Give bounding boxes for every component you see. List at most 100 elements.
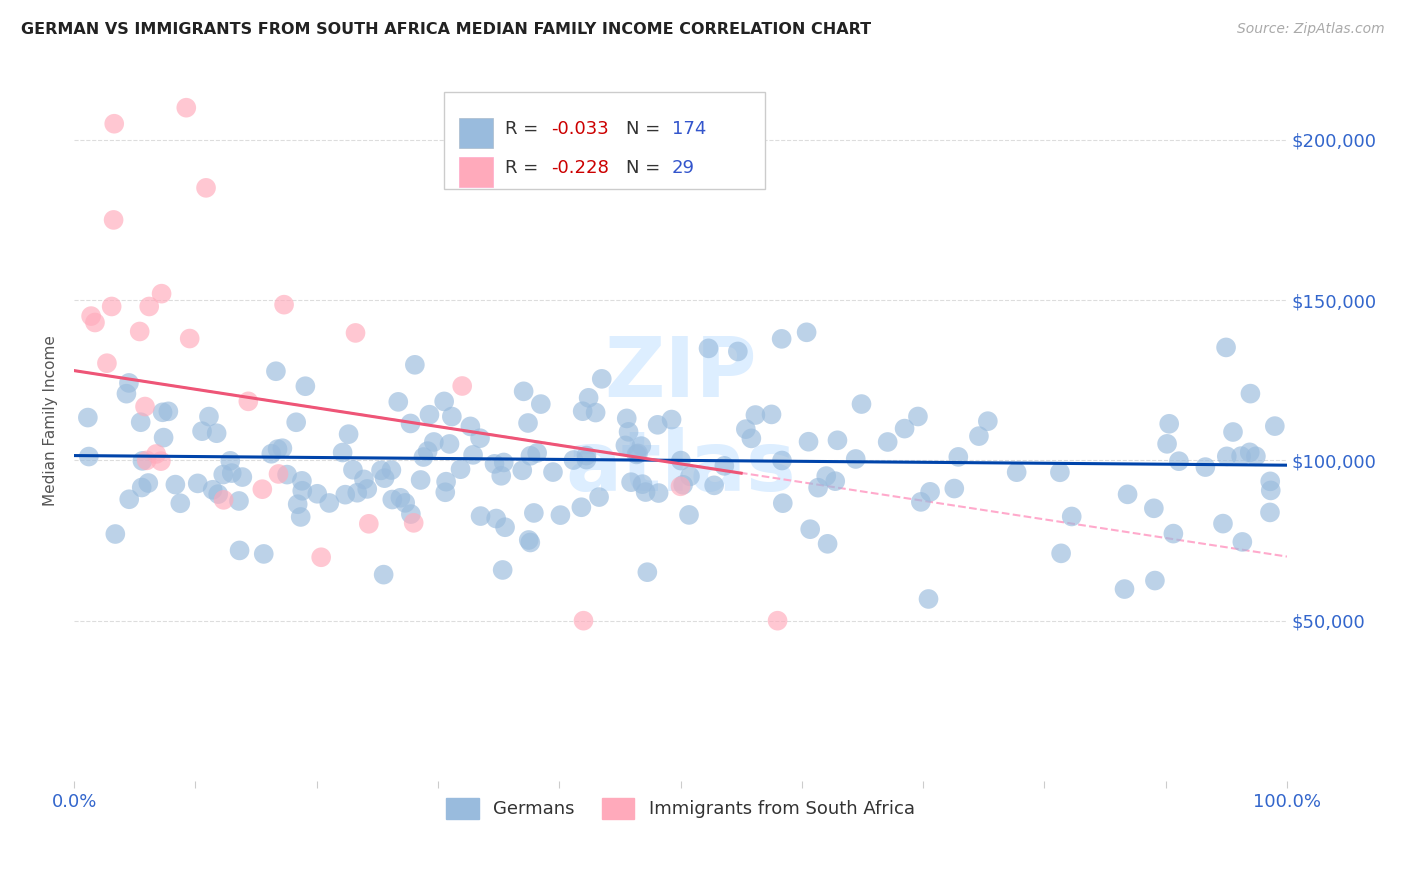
Point xyxy=(344,326,367,340)
Point xyxy=(796,326,818,340)
Point xyxy=(342,463,364,477)
Point xyxy=(221,466,243,480)
Point xyxy=(512,384,534,399)
Point xyxy=(526,446,548,460)
Point xyxy=(772,496,794,510)
Point xyxy=(80,309,103,323)
Point xyxy=(1167,454,1189,468)
Point xyxy=(291,483,314,498)
Point xyxy=(412,450,434,464)
Point xyxy=(198,409,221,424)
Point xyxy=(815,469,838,483)
Point xyxy=(174,101,197,115)
Point xyxy=(290,510,312,524)
Point xyxy=(494,520,516,534)
Point xyxy=(744,408,766,422)
Point xyxy=(569,500,592,515)
Point xyxy=(575,452,598,467)
Point xyxy=(332,445,354,459)
Point xyxy=(115,386,138,401)
Point xyxy=(679,469,702,483)
Point xyxy=(450,462,472,476)
Point xyxy=(614,438,637,452)
Point xyxy=(380,463,402,477)
Point xyxy=(967,429,990,443)
Point xyxy=(492,455,515,469)
Point xyxy=(571,404,593,418)
Point xyxy=(152,405,174,419)
Point xyxy=(1215,340,1237,354)
Point xyxy=(252,482,274,496)
Point xyxy=(399,417,422,431)
Point xyxy=(409,473,432,487)
Point xyxy=(562,453,585,467)
Point xyxy=(136,476,159,491)
Point xyxy=(817,537,839,551)
Point xyxy=(291,474,314,488)
Point xyxy=(468,431,491,445)
Point xyxy=(260,447,283,461)
Point xyxy=(541,465,564,479)
Point xyxy=(195,181,218,195)
Point xyxy=(572,614,595,628)
Point xyxy=(1212,516,1234,531)
Point xyxy=(1050,546,1073,560)
Point xyxy=(149,454,172,468)
Point xyxy=(799,522,821,536)
FancyBboxPatch shape xyxy=(458,157,492,187)
Y-axis label: Median Family Income: Median Family Income xyxy=(44,334,58,506)
Point xyxy=(434,485,457,500)
Point xyxy=(118,376,141,390)
Point xyxy=(740,431,762,445)
Point xyxy=(104,527,127,541)
Point xyxy=(1258,475,1281,489)
Point xyxy=(1260,483,1282,498)
Point xyxy=(703,478,725,492)
Point xyxy=(307,487,329,501)
Point xyxy=(439,437,461,451)
Point xyxy=(530,397,553,411)
Point xyxy=(309,550,332,565)
Point xyxy=(287,497,309,511)
Point xyxy=(1258,505,1281,519)
Text: Source: ZipAtlas.com: Source: ZipAtlas.com xyxy=(1237,22,1385,37)
Text: 174: 174 xyxy=(672,120,706,138)
Point xyxy=(1222,425,1244,439)
Text: R =: R = xyxy=(505,159,544,177)
Point xyxy=(977,414,1000,428)
Point xyxy=(187,476,209,491)
Legend: Germans, Immigrants from South Africa: Germans, Immigrants from South Africa xyxy=(439,791,922,826)
Point xyxy=(697,342,720,356)
Point xyxy=(634,485,657,500)
Point xyxy=(920,484,942,499)
Point xyxy=(264,364,287,378)
Point xyxy=(1232,535,1254,549)
Point xyxy=(150,286,173,301)
Point xyxy=(770,453,793,467)
Point xyxy=(1005,465,1028,479)
Point xyxy=(131,481,153,495)
Point xyxy=(591,372,613,386)
Point xyxy=(266,442,288,456)
Point xyxy=(152,431,174,445)
Point xyxy=(1049,465,1071,479)
Point xyxy=(179,332,201,346)
Point xyxy=(433,394,456,409)
Point xyxy=(1244,450,1267,464)
Point xyxy=(103,117,125,131)
Point xyxy=(631,477,654,491)
Point xyxy=(827,434,849,448)
Point xyxy=(616,411,638,425)
Point xyxy=(678,508,700,522)
Point xyxy=(129,415,152,429)
Point xyxy=(910,495,932,509)
Point xyxy=(727,344,749,359)
Point xyxy=(219,454,242,468)
Text: 29: 29 xyxy=(672,159,695,177)
Point xyxy=(517,533,540,547)
Point xyxy=(276,467,298,482)
Point xyxy=(807,481,830,495)
Point xyxy=(797,434,820,449)
Point xyxy=(273,298,295,312)
Point xyxy=(76,410,98,425)
